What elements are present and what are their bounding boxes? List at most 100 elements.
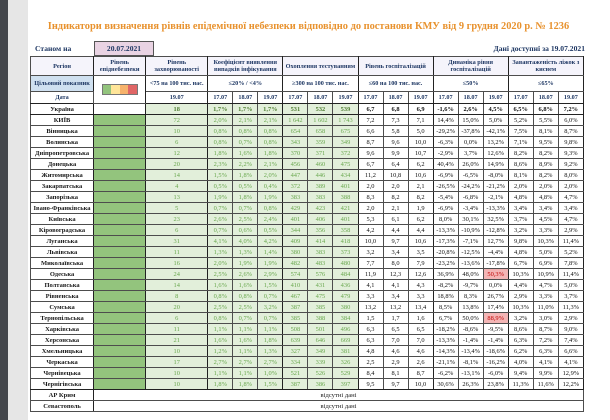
value-cell: 6,8% bbox=[532, 103, 559, 115]
value-cell: 11,4% bbox=[557, 268, 585, 280]
region-name-cell: КИЇВ bbox=[29, 114, 95, 126]
value-cell: 436 bbox=[332, 279, 359, 291]
value-cell: 8,1% bbox=[532, 125, 559, 137]
value-cell: 36,9% bbox=[432, 268, 459, 280]
value-cell: 4,4 bbox=[407, 224, 434, 236]
table-header: Регіон Рівень епіднебезпеки Рівень захворю… bbox=[29, 56, 585, 104]
date-header: 19.07 bbox=[557, 91, 585, 104]
value-cell: 3,4% bbox=[557, 202, 585, 214]
value-cell: 2,1 bbox=[407, 180, 434, 192]
value-cell: 401 bbox=[332, 213, 359, 225]
value-cell: 8,0% bbox=[557, 169, 585, 181]
value-cell: 2,9% bbox=[257, 268, 284, 280]
table-row: Волинська 6 0,8% 0,7% 0,8% 343 359 349 8,7 9,6 10,… bbox=[29, 136, 585, 148]
value-cell: 401 bbox=[282, 213, 309, 225]
value-cell: 521 bbox=[282, 367, 309, 379]
value-cell: 3,7% bbox=[507, 213, 534, 225]
value-cell: 387 bbox=[282, 378, 309, 390]
value-cell: 7,9 bbox=[407, 257, 434, 269]
value-cell: 397 bbox=[332, 378, 359, 390]
value-cell: 8,1 bbox=[382, 367, 409, 379]
value-cell: 14 bbox=[145, 169, 209, 181]
value-cell: 1,4% bbox=[257, 246, 284, 258]
value-cell: 3,3% bbox=[532, 290, 559, 302]
value-cell: 646 bbox=[307, 334, 334, 346]
value-cell: 7,7 bbox=[357, 257, 384, 269]
value-cell: 2,6% bbox=[457, 103, 484, 115]
value-cell: 7,8% bbox=[557, 257, 585, 269]
value-cell: -13,6% bbox=[457, 257, 484, 269]
value-cell: 574 bbox=[282, 268, 309, 280]
epidemic-level-cell bbox=[93, 213, 147, 225]
value-cell: 6,7% bbox=[432, 312, 459, 324]
value-cell: 446 bbox=[307, 169, 334, 181]
no-data-cell: відсутні дані bbox=[93, 389, 584, 401]
region-name-cell: Кіровоградська bbox=[29, 224, 95, 236]
value-cell: 6,1 bbox=[382, 213, 409, 225]
value-cell: 8,1% bbox=[507, 169, 534, 181]
epidemic-level-cell bbox=[93, 356, 147, 368]
value-cell: 10,9% bbox=[532, 268, 559, 280]
value-cell: 0,7% bbox=[232, 202, 259, 214]
value-cell: 467 bbox=[282, 290, 309, 302]
value-cell: 2,5% bbox=[232, 213, 259, 225]
value-cell: 6,2 bbox=[407, 213, 434, 225]
value-cell: 383 bbox=[307, 246, 334, 258]
epidemic-level-cell bbox=[93, 246, 147, 258]
legend-swatch bbox=[128, 85, 137, 94]
value-cell: 4,5% bbox=[532, 213, 559, 225]
target-value-header: <75 на 100 тис. нас. bbox=[145, 75, 209, 92]
value-cell: 2,5 bbox=[357, 356, 384, 368]
value-cell: 384 bbox=[332, 312, 359, 324]
value-cell: 381 bbox=[332, 345, 359, 357]
header-row-groups: Регіон Рівень епіднебезпеки Рівень захворю… bbox=[29, 56, 585, 76]
value-cell: 1,9% bbox=[207, 191, 234, 203]
value-cell: -6,5% bbox=[457, 169, 484, 181]
value-cell: 3,7% bbox=[557, 290, 585, 302]
value-cell: 4,7% bbox=[557, 213, 585, 225]
value-cell: 2,9% bbox=[557, 224, 585, 236]
value-cell: 2,0% bbox=[532, 180, 559, 192]
value-cell: 460 bbox=[307, 158, 334, 170]
value-cell: 1,8% bbox=[232, 169, 259, 181]
region-name-cell: Херсонська bbox=[29, 334, 95, 346]
target-value-header: ≥300 на 100 тис. нас. bbox=[282, 75, 359, 92]
value-cell: 371 bbox=[307, 147, 334, 159]
value-cell: 10,6 bbox=[407, 169, 434, 181]
value-cell: 4,1 bbox=[357, 279, 384, 291]
value-cell: 0,4% bbox=[257, 180, 284, 192]
value-cell: 327 bbox=[282, 345, 309, 357]
value-cell: 12,7% bbox=[482, 235, 509, 247]
value-cell: 7,2 bbox=[357, 114, 384, 126]
value-cell: 334 bbox=[282, 356, 309, 368]
value-cell: 1,2% bbox=[207, 345, 234, 357]
epidemic-level-cell bbox=[93, 147, 147, 159]
value-cell: 3,2 bbox=[357, 246, 384, 258]
value-cell: 0,7% bbox=[232, 312, 259, 324]
epidemic-level-cell bbox=[93, 312, 147, 324]
value-cell: 5,0% bbox=[557, 279, 585, 291]
value-cell: -12,5% bbox=[457, 246, 484, 258]
value-cell: 10,7 bbox=[407, 147, 434, 159]
value-cell: 12,6 bbox=[407, 268, 434, 280]
region-name-cell: Черкаська bbox=[29, 356, 95, 368]
value-cell: 50,0% bbox=[457, 312, 484, 324]
table-row: Миколаївська 16 2,0% 1,9% 1,9% 482 483 480 7,7 8,… bbox=[29, 257, 585, 269]
value-cell: 1,8% bbox=[257, 334, 284, 346]
value-cell: 15,0% bbox=[457, 114, 484, 126]
indicator-table: Регіон Рівень епіднебезпеки Рівень захворю… bbox=[29, 56, 585, 412]
value-cell: 11,4% bbox=[557, 235, 585, 247]
value-cell: 26,3% bbox=[457, 378, 484, 390]
epidemic-level-cell bbox=[93, 290, 147, 302]
value-cell: 414 bbox=[307, 235, 334, 247]
table-row: Вінницька 10 0,8% 0,8% 0,8% 654 658 675 6,6 5,8 5,… bbox=[29, 125, 585, 137]
value-cell: 12,6% bbox=[482, 147, 509, 159]
date-header: 19.07 bbox=[145, 91, 209, 104]
value-cell: 343 bbox=[282, 136, 309, 148]
region-name-cell: Волинська bbox=[29, 136, 95, 148]
value-cell: 4,8% bbox=[507, 191, 534, 203]
value-cell: 2,0% bbox=[557, 180, 585, 192]
table-row: Тернопільська 6 0,8% 0,7% 0,7% 385 388 384 1,5 1,… bbox=[29, 312, 585, 324]
region-name-cell: Донецька bbox=[29, 158, 95, 170]
value-cell: 23,8% bbox=[482, 378, 509, 390]
